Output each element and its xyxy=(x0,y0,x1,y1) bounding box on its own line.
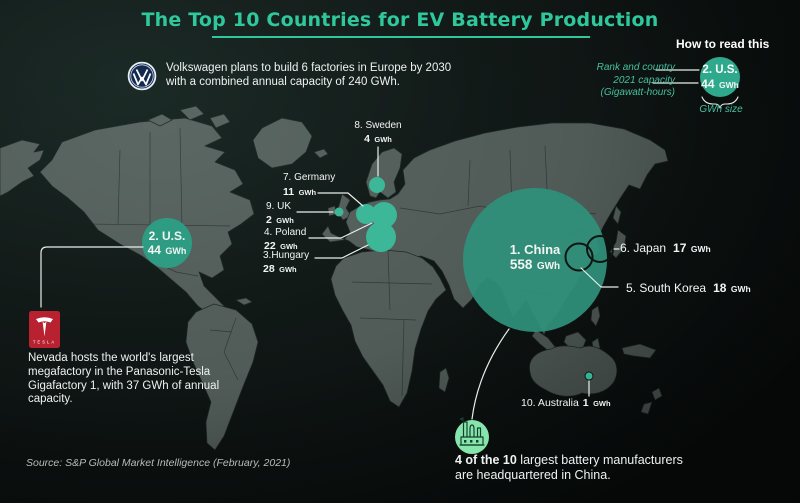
bubble-japan xyxy=(586,235,614,263)
connector-south-korea xyxy=(580,267,619,288)
label-hungary: 3.Hungary 28 GWh xyxy=(263,250,310,275)
label-germany: 7. Germany 11 GWh xyxy=(283,172,336,198)
page-title: The Top 10 Countries for EV Battery Prod… xyxy=(141,9,659,31)
connector-tesla xyxy=(40,246,144,308)
legend-heading: How to read this xyxy=(676,37,770,51)
label-uk: 9. UK 2 GWh xyxy=(266,201,294,226)
vw-logo-icon xyxy=(127,61,157,91)
bubble-australia xyxy=(584,371,594,381)
legend-example-bubble xyxy=(700,57,740,97)
label-japan: 6. Japan 17 GWh xyxy=(620,241,711,255)
label-australia: 10. Australia 1 GWh xyxy=(521,397,611,409)
label-china: 1. China 558 GWh xyxy=(509,242,561,272)
china-fact-text: 4 of the 10 largest battery manufacturer… xyxy=(455,453,683,483)
legend-pointer-labels: Rank and country 2021 capacity (Gigawatt… xyxy=(565,62,675,100)
connector-hungary xyxy=(314,244,369,259)
country-bubbles xyxy=(142,57,740,454)
legend-size-label: GWh size xyxy=(699,104,743,115)
bubble-uk xyxy=(334,207,344,217)
connector-poland xyxy=(308,222,373,239)
legend-example-unit: GWh xyxy=(718,80,739,90)
legend-example-label: 2. U.S. 44 GWh xyxy=(685,64,755,92)
legend-underbrace xyxy=(701,96,739,109)
label-sweden: 8. Sweden 4 GWh xyxy=(354,120,402,145)
vw-callout-line1: Volkswagen plans to build 6 factories in… xyxy=(166,62,452,74)
bubble-china xyxy=(463,188,607,332)
tesla-logo-icon: TESLA xyxy=(29,311,60,348)
factory-icon xyxy=(459,417,485,446)
china-fact-bold: 4 of the 10 xyxy=(455,453,517,467)
legend-example-value: 44 xyxy=(701,77,715,91)
bubble-sweden xyxy=(369,177,385,193)
legend-pointer-unit: (Gigawatt-hours) xyxy=(600,87,675,99)
tesla-callout-text: Nevada hosts the world's largest megafac… xyxy=(28,352,220,406)
bubble-us xyxy=(142,218,192,268)
connector-factory xyxy=(471,328,510,420)
bubble-hungary xyxy=(366,222,396,252)
bubble-germany xyxy=(356,204,376,224)
connector-germany xyxy=(317,192,364,207)
vw-callout-text: Volkswagen plans to build 6 factories in… xyxy=(166,62,451,89)
china-fact-rest: largest battery manufacturers xyxy=(516,453,683,467)
bubble-poland xyxy=(371,202,397,228)
title-underline xyxy=(212,36,590,38)
china-fact-line2: are headquartered in China. xyxy=(455,468,611,482)
label-poland: 4. Poland 22 GWh xyxy=(264,227,307,252)
label-us: 2. U.S. 44 GWh xyxy=(147,229,187,257)
legend-example-rank-country: 2. U.S. xyxy=(702,64,738,76)
bubble-south-korea xyxy=(564,242,594,272)
legend-pointer-rank: Rank and country xyxy=(596,62,675,73)
label-south-korea: 5. South Korea 18 GWh xyxy=(626,281,751,295)
legend-pointer-capacity: 2021 capacity xyxy=(613,74,675,86)
connector-lines xyxy=(40,69,739,420)
source-note: Source: S&P Global Market Intelligence (… xyxy=(26,457,291,469)
vw-callout-line2: with a combined annual capacity of 240 G… xyxy=(166,75,400,88)
tesla-logo-wordmark: TESLA xyxy=(33,340,56,345)
